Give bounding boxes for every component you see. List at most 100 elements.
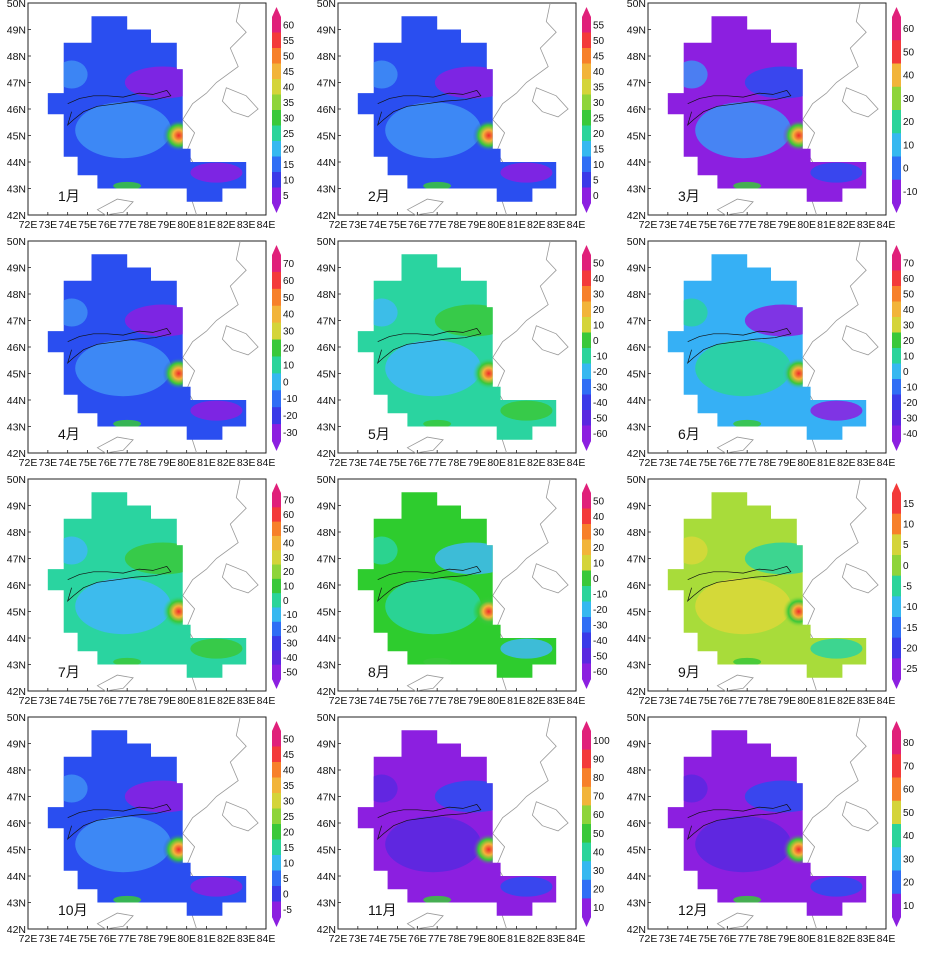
lake-outline — [716, 912, 754, 930]
colorbar-tick-label: 0 — [903, 561, 909, 572]
colorbar: 15 10 5 0 -5 -10 -15 -20 -25 — [892, 483, 918, 689]
colorbar-segment — [892, 824, 901, 848]
colorbar-segment — [582, 410, 591, 426]
colorbar-tick-label: 50 — [283, 524, 295, 535]
colorbar-tick-label: 10 — [903, 520, 915, 531]
lat-tick-label: 43N — [7, 184, 26, 196]
colorbar-segment — [582, 493, 591, 509]
map-plot: 72E 73E 74E 75E 76E 77E 78E 79E 80E 81E 82E 83E 84E 4… — [317, 236, 608, 469]
colorbar-tick-label: 30 — [283, 113, 295, 124]
lat-tick-label: 48N — [627, 289, 646, 301]
lon-tick-label: 81E — [817, 219, 836, 231]
lon-tick-label: 83E — [547, 933, 566, 945]
lon-tick-label: 82E — [217, 695, 236, 707]
colorbar-segment — [582, 79, 591, 95]
colorbar-segment — [582, 32, 591, 49]
lon-tick-label: 72E — [329, 457, 348, 469]
map-plot: 72E 73E 74E 75E 76E 77E 78E 79E 80E 81E 82E 83E 84E 4… — [7, 0, 295, 231]
colorbar-tick-label: 55 — [283, 36, 295, 47]
lon-tick-label: 78E — [138, 457, 157, 469]
field-strip — [113, 419, 142, 428]
basin-outline — [377, 89, 482, 126]
colorbar-tick-label: 20 — [593, 543, 605, 554]
colorbar-segment — [582, 805, 591, 825]
colorbar-tick-label: -10 — [903, 382, 918, 393]
colorbar-segment — [892, 754, 901, 778]
lat-tick-label: 49N — [627, 263, 646, 275]
basin-outline — [687, 327, 792, 364]
lon-tick-label: 78E — [448, 219, 467, 231]
colorbar-tick-label: -30 — [593, 620, 608, 631]
lon-tick-label: 78E — [448, 695, 467, 707]
colorbar-tick-label: 30 — [283, 327, 295, 338]
colorbar-segment — [892, 156, 901, 181]
lon-tick-label: 83E — [237, 695, 256, 707]
lat-tick-label: 43N — [317, 898, 336, 910]
colorbar-segment — [272, 731, 281, 747]
month-label: 10月 — [58, 902, 88, 918]
colorbar-tick-label: 5 — [903, 540, 909, 551]
lon-tick-label: 74E — [678, 695, 697, 707]
field-region-a — [75, 102, 172, 159]
lon-tick-label: 81E — [507, 219, 526, 231]
lake-outline — [716, 198, 754, 216]
colorbar-tick-label: 30 — [593, 527, 605, 538]
lat-tick-label: 42N — [317, 924, 336, 936]
field-region-a — [385, 578, 482, 635]
island-outline — [531, 563, 569, 594]
colorbar-arrow-top — [582, 7, 591, 17]
colorbar-segment — [272, 255, 281, 273]
lon-tick-label: 83E — [857, 933, 876, 945]
lon-tick-label: 73E — [348, 457, 367, 469]
lon-tick-label: 80E — [487, 219, 506, 231]
colorbar-segment — [272, 521, 281, 537]
colorbar-tick-label: 50 — [283, 293, 295, 304]
lat-tick-label: 50N — [627, 0, 646, 10]
field-region-a — [75, 340, 172, 397]
island-outline — [531, 87, 569, 118]
colorbar-tick-label: 50 — [283, 734, 295, 745]
colorbar-tick-label: 20 — [903, 336, 915, 347]
colorbar-tick-label: 5 — [283, 874, 289, 885]
lat-tick-label: 44N — [627, 395, 646, 407]
lon-tick-label: 78E — [138, 933, 157, 945]
lat-tick-label: 46N — [7, 818, 26, 830]
colorbar-segment — [272, 621, 281, 637]
month-label: 7月 — [58, 664, 80, 680]
lat-tick-label: 43N — [7, 898, 26, 910]
lat-tick-label: 43N — [627, 184, 646, 196]
colorbar-tick-label: -15 — [903, 623, 918, 634]
lat-tick-label: 43N — [317, 660, 336, 672]
colorbar-segment — [582, 17, 591, 33]
lon-tick-label: 77E — [118, 219, 137, 231]
lon-tick-label: 77E — [118, 457, 137, 469]
lon-tick-label: 82E — [527, 457, 546, 469]
colorbar-segment — [582, 898, 591, 918]
colorbar-segment — [892, 847, 901, 871]
colorbar-tick-label: 20 — [283, 344, 295, 355]
lat-tick-label: 42N — [317, 210, 336, 222]
colorbar-segment — [582, 508, 591, 525]
colorbar-tick-label: 35 — [283, 781, 295, 792]
colorbar-tick-label: 45 — [283, 750, 295, 761]
lat-tick-label: 45N — [7, 369, 26, 381]
lon-tick-label: 75E — [78, 933, 97, 945]
basin-outline — [687, 803, 792, 840]
lon-tick-label: 78E — [758, 933, 777, 945]
lat-tick-label: 45N — [317, 845, 336, 857]
colorbar-tick-label: -30 — [593, 382, 608, 393]
lat-tick-label: 49N — [627, 25, 646, 37]
colorbar-segment — [892, 133, 901, 157]
lon-tick-label: 82E — [217, 219, 236, 231]
lat-tick-label: 50N — [627, 474, 646, 486]
colorbar-arrow-top — [582, 721, 591, 731]
colorbar-segment — [892, 17, 901, 41]
island-outline — [531, 801, 569, 832]
lon-tick-label: 72E — [19, 457, 38, 469]
lon-tick-label: 77E — [738, 457, 757, 469]
lon-tick-label: 84E — [567, 695, 586, 707]
colorbar-tick-label: 40 — [593, 67, 605, 78]
field-region-a — [385, 340, 482, 397]
map-plot: 72E 73E 74E 75E 76E 77E 78E 79E 80E 81E 82E 83E 84E 4… — [627, 236, 918, 469]
map-panel: 72E 73E 74E 75E 76E 77E 78E 79E 80E 81E 82E 83E 84E 4… — [3, 474, 301, 715]
